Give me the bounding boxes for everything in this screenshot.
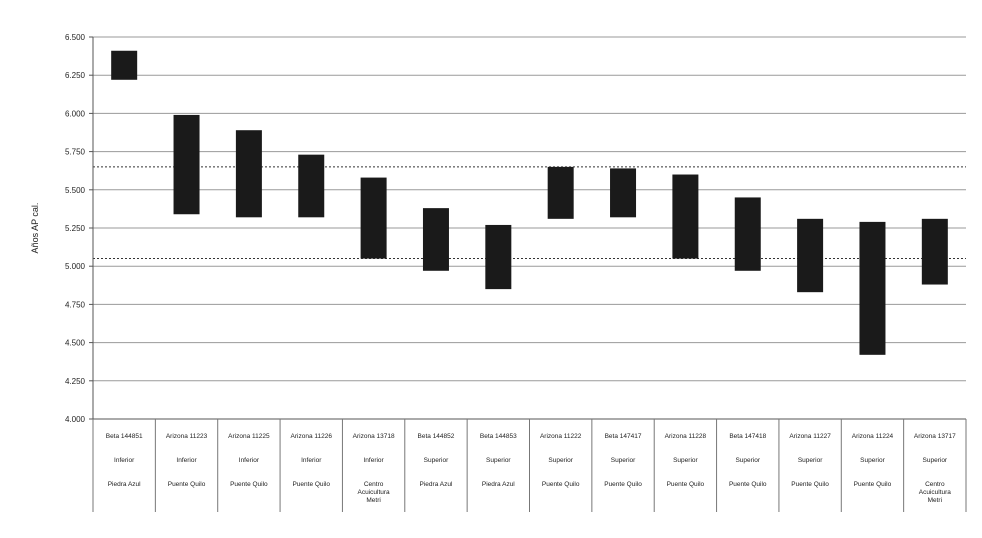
y-tick-label: 6.500 (65, 33, 86, 42)
category-site-label: Puente Quilo (667, 481, 705, 488)
range-bar (859, 221, 886, 355)
category-site-label: Centro (364, 481, 384, 488)
category-code-label: Arizona 11225 (228, 433, 270, 440)
y-tick-label: 4.000 (65, 415, 86, 424)
category-code-label: Arizona 11226 (291, 433, 333, 440)
y-tick-label: 4.500 (65, 339, 86, 348)
category-site-label: Acuicultura (358, 489, 391, 496)
category-code-label: Arizona 11224 (852, 433, 894, 440)
category-site-label: Puente Quilo (292, 481, 330, 488)
category-level-label: Superior (424, 457, 449, 464)
category-code-label: Beta 147417 (605, 433, 642, 440)
category-site-label: Puente Quilo (604, 481, 642, 488)
category-level-label: Superior (735, 457, 760, 464)
y-tick-label: 4.250 (65, 377, 86, 386)
range-bar (111, 50, 138, 80)
range-bar (485, 224, 512, 290)
category-site-label: Puente Quilo (729, 481, 767, 488)
y-tick-label: 5.750 (65, 148, 86, 157)
y-tick-label: 6.000 (65, 109, 86, 118)
category-code-label: Beta 144852 (418, 433, 455, 440)
category-site-label: Puente Quilo (542, 481, 580, 488)
range-bar (298, 154, 325, 218)
category-site-label: Puente Quilo (791, 481, 829, 488)
category-level-label: Inferior (239, 457, 260, 464)
category-site-label: Centro (925, 481, 945, 488)
category-level-label: Superior (486, 457, 511, 464)
category-code-label: Arizona 13717 (914, 433, 956, 440)
category-code-label: Beta 144851 (106, 433, 143, 440)
category-site-label: Puente Quilo (854, 481, 892, 488)
range-bar (422, 208, 449, 271)
range-bar (921, 218, 948, 285)
range-bar (547, 166, 574, 219)
range-bar (797, 218, 824, 293)
y-tick-label: 6.250 (65, 71, 86, 80)
category-level-label: Inferior (363, 457, 384, 464)
category-site-label: Piedra Azul (482, 481, 515, 488)
category-code-label: Arizona 11222 (540, 433, 582, 440)
category-table: Beta 144851 Inferior Piedra Azul Arizona 11… (92, 419, 967, 512)
category-site-label: Puente Quilo (230, 481, 268, 488)
category-level-label: Superior (798, 457, 823, 464)
range-bar (173, 114, 200, 215)
category-level-label: Superior (673, 457, 698, 464)
range-bar (610, 168, 637, 218)
category-level-label: Inferior (176, 457, 197, 464)
range-bar (734, 197, 761, 271)
y-tick-label: 4.750 (65, 300, 86, 309)
category-site-label: Metri (366, 497, 380, 504)
category-code-label: Arizona 11223 (166, 433, 208, 440)
category-level-label: Superior (860, 457, 885, 464)
range-bar (672, 174, 699, 259)
category-site-label: Piedra Azul (420, 481, 453, 488)
category-site-label: Metri (928, 497, 942, 504)
category-code-label: Arizona 11228 (665, 433, 707, 440)
y-tick-label: 5.500 (65, 186, 86, 195)
category-site-label: Acuicultura (919, 489, 952, 496)
y-axis-label: Años AP cal. (30, 203, 40, 254)
y-tick-labels: 4.000 4.250 4.500 4.750 5.000 5.250 5.500 5.750… (65, 33, 86, 424)
category-level-label: Superior (611, 457, 636, 464)
category-code-label: Beta 147418 (729, 433, 766, 440)
category-level-label: Superior (923, 457, 948, 464)
category-code-label: Beta 144853 (480, 433, 517, 440)
category-code-label: Arizona 13718 (353, 433, 395, 440)
range-bar (360, 177, 387, 259)
category-site-label: Puente Quilo (168, 481, 206, 488)
y-tick-label: 5.250 (65, 224, 86, 233)
y-tick-label: 5.000 (65, 262, 86, 271)
category-level-label: Inferior (301, 457, 322, 464)
category-code-label: Arizona 11227 (789, 433, 831, 440)
category-site-label: Piedra Azul (108, 481, 141, 488)
category-level-label: Superior (548, 457, 573, 464)
category-level-label: Inferior (114, 457, 135, 464)
range-bar (235, 130, 262, 218)
bars (111, 50, 948, 355)
